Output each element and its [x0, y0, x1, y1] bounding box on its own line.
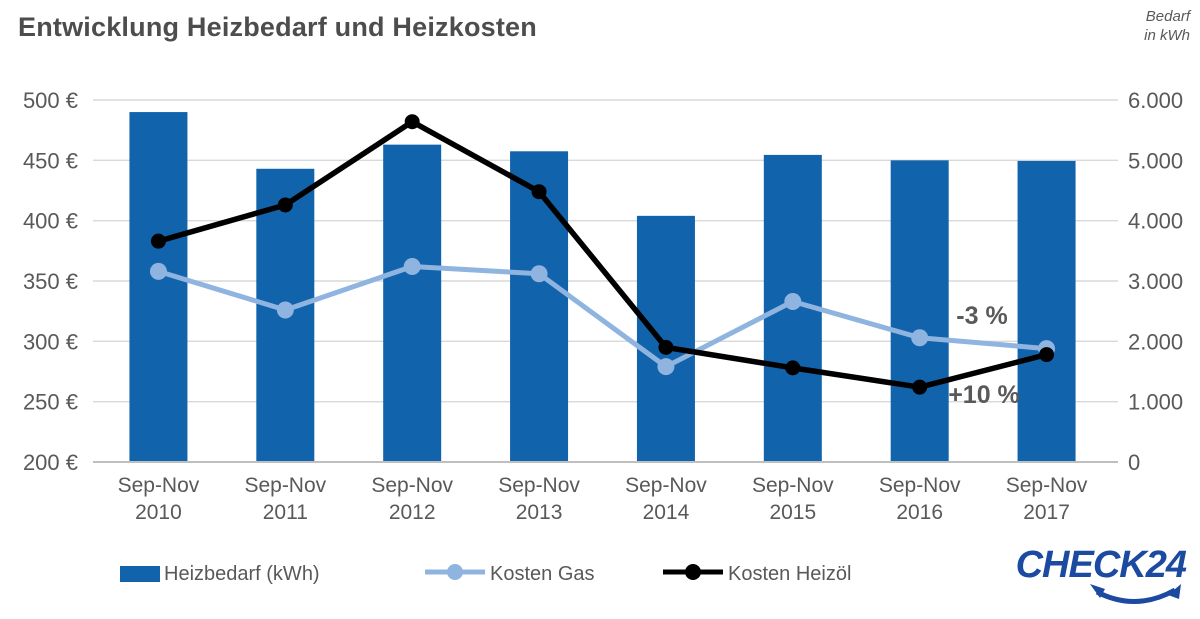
x-axis-label-season: Sep-Nov [118, 474, 200, 497]
x-axis-label-year: 2014 [643, 501, 690, 524]
x-axis-label-year: 2017 [1023, 501, 1070, 524]
kosten-heizoel-line [155, 118, 1050, 390]
x-axis-label-season: Sep-Nov [625, 474, 707, 497]
kosten-heizoel-point [150, 233, 166, 249]
kosten-gas-point [784, 293, 802, 311]
x-axis-label-season: Sep-Nov [879, 474, 961, 497]
x-axis-label-year: 2012 [389, 501, 436, 524]
kosten-heizoel-point [658, 339, 674, 355]
x-axis-label-year: 2013 [516, 501, 563, 524]
left-axis-tick-label: 350 € [23, 269, 78, 294]
kosten-gas-point [911, 329, 929, 347]
left-axis-tick-label: 450 € [23, 148, 78, 173]
heizbedarf-bar [636, 215, 695, 463]
check24-logo: CHECK24 [996, 544, 1187, 612]
x-axis-label-season: Sep-Nov [752, 474, 834, 497]
legend-label-kosten-heizoel: Kosten Heizöl [728, 562, 852, 585]
legend-item-kosten-heizoel: Kosten Heizöl [662, 560, 851, 588]
x-axis-label-year: 2016 [896, 501, 943, 524]
left-axis-tick-label: 200 € [23, 450, 78, 475]
x-axis-label-year: 2011 [263, 501, 308, 524]
heizbedarf-bar [1017, 160, 1076, 464]
left-axis-tick-label: 300 € [23, 329, 78, 354]
x-axis-label-season: Sep-Nov [498, 474, 580, 497]
right-axis-note-line2: in kWh [1144, 26, 1190, 44]
left-axis-tick-label: 250 € [23, 390, 78, 415]
heizbedarf-bar [383, 144, 442, 463]
right-axis-tick-label: 2.000 [1128, 329, 1183, 354]
right-axis-tick-label: 0 [1128, 450, 1140, 475]
left-axis-tick-label: 500 € [23, 88, 78, 113]
x-axis-label-season: Sep-Nov [244, 474, 326, 497]
right-axis-tick-label: 3.000 [1128, 269, 1183, 294]
check24-swoosh-icon [1090, 584, 1181, 604]
heizbedarf-swatch-icon [120, 566, 160, 582]
kosten-gas-point [403, 258, 421, 276]
right-axis-tick-label: 1.000 [1128, 390, 1183, 415]
legend-item-kosten-gas: Kosten Gas [424, 560, 595, 588]
kosten-heizoel-point [785, 360, 801, 376]
right-axis-tick-label: 4.000 [1128, 209, 1183, 234]
percent-change-annotation: -3 % [956, 302, 1007, 330]
legend-label-heizbedarf: Heizbedarf (kWh) [164, 562, 320, 585]
x-axis-label-season: Sep-Nov [1006, 474, 1088, 497]
x-axis-label-year: 2015 [769, 501, 816, 524]
right-axis-tick-label: 6.000 [1128, 88, 1183, 113]
right-axis-note-line1: Bedarf [1145, 8, 1190, 25]
legend-item-heizbedarf: Heizbedarf (kWh) [120, 560, 320, 588]
kosten-gas-point [149, 262, 167, 280]
kosten-heizoel-marker-icon [662, 562, 724, 587]
chart-title: Entwicklung Heizbedarf und Heizkosten [18, 12, 537, 42]
right-axis-note: Bedarf in kWh [1144, 8, 1190, 46]
left-axis-tick-label: 400 € [23, 209, 78, 234]
kosten-gas-marker-icon [424, 562, 486, 587]
kosten-heizoel-point [277, 197, 293, 213]
kosten-gas-point [657, 358, 675, 376]
legend-label-kosten-gas: Kosten Gas [490, 562, 595, 585]
kosten-gas-point [276, 301, 294, 319]
kosten-heizoel-point [531, 184, 547, 200]
check24-logo-text: CHECK24 [1015, 544, 1187, 586]
kosten-heizoel-point [1039, 347, 1055, 363]
percent-change-annotation: +10 % [948, 381, 1020, 409]
x-axis-label-year: 2010 [135, 501, 182, 524]
kosten-heizoel-point [912, 379, 928, 395]
heizbedarf-bar [510, 151, 569, 464]
kosten-heizoel-point [404, 114, 420, 130]
right-axis-tick-label: 5.000 [1128, 148, 1183, 173]
kosten-gas-point [530, 265, 548, 283]
heizbedarf-bar [890, 160, 949, 464]
x-axis-label-season: Sep-Nov [371, 474, 453, 497]
kosten-gas-line [155, 264, 1050, 370]
heizbedarf-bar [129, 112, 188, 464]
